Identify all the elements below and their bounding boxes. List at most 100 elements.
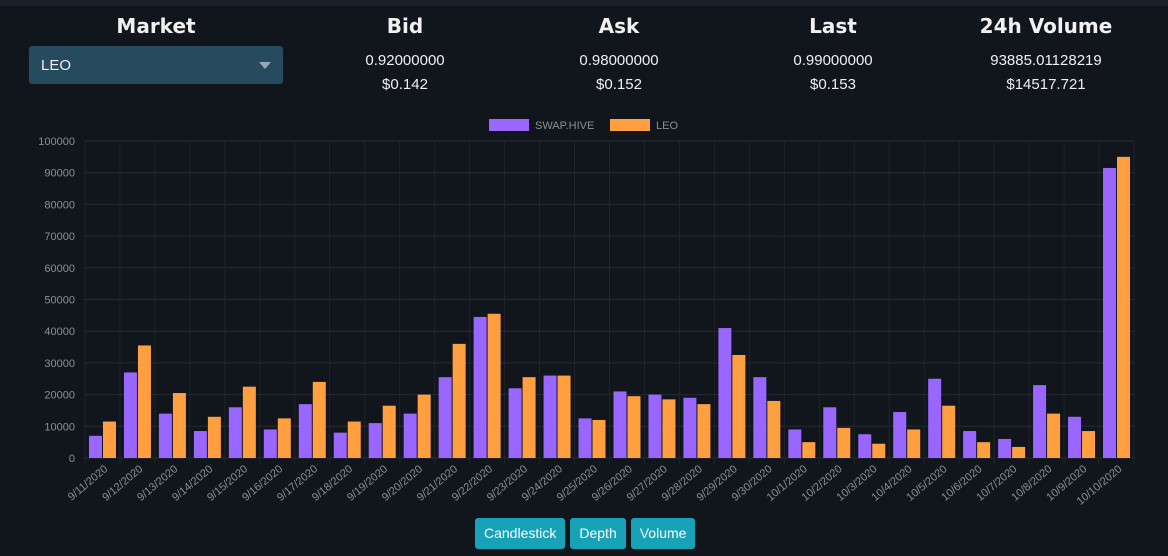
bar-swap-hive — [928, 378, 942, 458]
bar-swap-hive — [193, 431, 207, 458]
bar-swap-hive — [123, 372, 137, 458]
ask-usd: $0.152 — [596, 76, 642, 93]
bar-swap-hive — [263, 429, 277, 458]
bar-leo — [837, 427, 851, 458]
last-value: 0.99000000 — [793, 52, 873, 69]
bar-swap-hive — [1033, 385, 1047, 458]
volume-bar-chart: 0 10000 20000 30000 40000 50000 60000 70000 8000… — [38, 119, 1135, 508]
bar-swap-hive — [753, 377, 767, 458]
bar-leo — [767, 400, 781, 458]
bar-leo — [1117, 156, 1131, 458]
bar-swap-hive — [543, 375, 557, 458]
bar-swap-hive — [788, 429, 802, 458]
market-column: Market — [36, 14, 276, 38]
volume-button[interactable]: Volume — [630, 518, 696, 549]
y-tick-label: 90000 — [44, 168, 75, 180]
bar-leo — [662, 399, 676, 458]
bar-swap-hive — [683, 397, 697, 458]
bar-leo — [872, 443, 886, 458]
bar-leo — [1047, 413, 1061, 458]
chart-type-buttons: Candlestick Depth Volume — [475, 518, 696, 549]
bid-column: Bid 0.92000000 $0.142 — [285, 14, 525, 93]
bar-leo — [557, 375, 571, 458]
bar-swap-hive — [158, 413, 172, 458]
bar-swap-hive — [823, 407, 837, 458]
bar-leo — [277, 418, 291, 458]
bar-swap-hive — [858, 434, 872, 458]
bid-value: 0.92000000 — [365, 52, 445, 69]
bar-swap-hive — [438, 377, 452, 458]
bar-swap-hive — [998, 438, 1012, 458]
y-tick-label: 30000 — [44, 358, 75, 370]
bar-swap-hive — [718, 328, 732, 458]
top-border — [0, 0, 1168, 6]
market-select[interactable]: LEO — [29, 46, 283, 84]
bar-leo — [102, 421, 116, 458]
bar-leo — [347, 421, 361, 458]
bar-swap-hive — [1068, 416, 1082, 458]
bar-leo — [487, 313, 501, 458]
y-tick-label: 20000 — [44, 390, 75, 402]
bar-swap-hive — [648, 394, 662, 458]
bar-leo — [242, 386, 256, 458]
volume-usd: $14517.721 — [1006, 76, 1086, 93]
chevron-down-icon — [259, 61, 271, 69]
bar-swap-hive — [893, 412, 907, 458]
volume-value: 93885.01128219 — [990, 52, 1102, 69]
bar-swap-hive — [613, 391, 627, 458]
bar-swap-hive — [508, 388, 522, 458]
legend-swatch — [610, 119, 650, 131]
bar-leo — [207, 416, 221, 458]
last-usd: $0.153 — [810, 76, 856, 93]
bar-leo — [977, 442, 991, 458]
bar-leo — [732, 354, 746, 458]
bar-leo — [942, 405, 956, 458]
volume-column: 24h Volume 93885.01128219 $14517.721 — [926, 14, 1166, 93]
bar-leo — [627, 396, 641, 458]
bar-leo — [592, 419, 606, 458]
ask-column: Ask 0.98000000 $0.152 — [499, 14, 739, 93]
bar-leo — [1012, 446, 1026, 458]
bar-swap-hive — [368, 423, 382, 458]
bar-swap-hive — [333, 432, 347, 458]
bar-leo — [382, 405, 396, 458]
bar-leo — [417, 394, 431, 458]
y-tick-label: 100000 — [38, 136, 75, 148]
depth-button[interactable]: Depth — [570, 518, 626, 549]
legend-label: LEO — [656, 120, 678, 132]
bid-title: Bid — [386, 14, 424, 38]
bar-leo — [697, 404, 711, 458]
bar-leo — [522, 377, 536, 458]
y-tick-label: 0 — [69, 453, 75, 465]
bar-leo — [172, 393, 186, 458]
bar-swap-hive — [88, 435, 102, 458]
ask-value: 0.98000000 — [579, 52, 659, 69]
bar-leo — [1082, 431, 1096, 458]
market-title: Market — [116, 14, 196, 38]
bar-swap-hive — [473, 316, 487, 458]
y-tick-label: 70000 — [44, 231, 75, 243]
bid-usd: $0.142 — [382, 76, 428, 93]
bar-swap-hive — [228, 407, 242, 458]
bar-leo — [907, 429, 921, 458]
bar-swap-hive — [578, 418, 592, 458]
y-tick-label: 60000 — [44, 263, 75, 275]
market-select-value: LEO — [41, 56, 72, 74]
volume-title: 24h Volume — [979, 14, 1113, 38]
last-title: Last — [809, 14, 857, 38]
last-column: Last 0.99000000 $0.153 — [713, 14, 953, 93]
bar-leo — [452, 343, 466, 458]
legend-label: SWAP.HIVE — [535, 120, 594, 132]
bar-swap-hive — [403, 413, 417, 458]
bar-swap-hive — [1103, 167, 1117, 458]
bar-leo — [312, 381, 326, 458]
y-tick-label: 10000 — [44, 421, 75, 433]
ask-title: Ask — [598, 14, 640, 38]
y-tick-label: 50000 — [44, 295, 75, 307]
bar-swap-hive — [298, 404, 312, 458]
bar-leo — [802, 442, 816, 458]
y-tick-label: 80000 — [44, 199, 75, 211]
candlestick-button[interactable]: Candlestick — [475, 518, 566, 549]
bar-swap-hive — [963, 431, 977, 458]
legend-swatch — [489, 119, 529, 131]
